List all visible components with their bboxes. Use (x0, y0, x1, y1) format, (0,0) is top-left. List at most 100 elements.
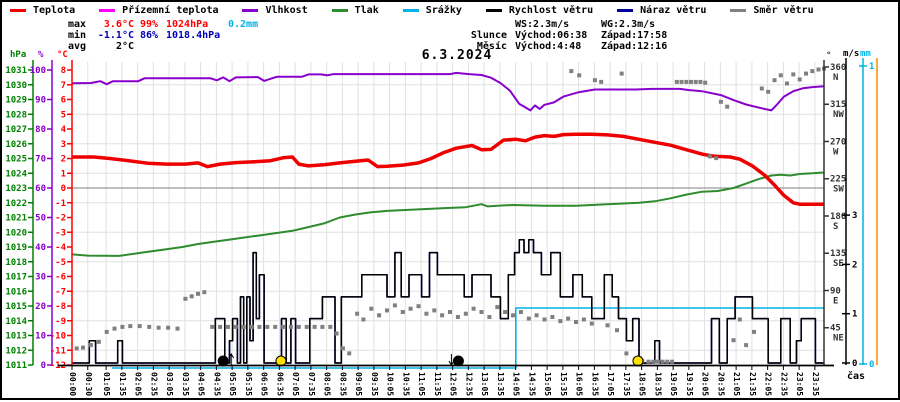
temperature-tick-label: 2 (61, 155, 66, 165)
time-tick-label: 00:00 (68, 372, 77, 396)
legend-item-7: Náraz větru (617, 5, 706, 16)
wind-direction-dot (385, 308, 389, 313)
time-tick-label: 04:35 (212, 372, 221, 396)
direction-tick-label: 135 (830, 249, 846, 259)
time-tick-label: 14:35 (527, 372, 536, 396)
moonrise-time: Východ:4:48 (515, 41, 582, 52)
stats-max-label: max (68, 19, 87, 30)
humidity-tick-label: 60 (35, 184, 46, 194)
wind-direction-dot (569, 69, 574, 74)
wind-speed-axis-header: m/s (843, 49, 859, 59)
wind-direction-dot (495, 305, 500, 310)
wind-direction-dot (196, 291, 200, 296)
wind-direction-dot (646, 359, 651, 364)
stats-rain-total: 0.2mm (228, 19, 259, 30)
wind-direction-dot (785, 81, 789, 86)
time-axis-title: čas (847, 370, 865, 382)
wind-direction-dot (707, 154, 712, 159)
wind-direction-dot (281, 324, 286, 329)
time-tick-label: 19:05 (669, 372, 678, 396)
wind-direction-dot (296, 324, 301, 329)
wind-gust-stat: WG:2.3m/s (601, 19, 656, 30)
pressure-tick-label: 1018 (5, 258, 27, 268)
humidity-tick-label: 80 (35, 125, 46, 135)
legend-label: Náraz větru (640, 5, 707, 16)
pressure-tick-label: 1026 (5, 140, 27, 150)
wind-direction-dot (674, 79, 679, 84)
legend-item-5: Srážky (402, 5, 462, 16)
chart-title: 6.3.2024 (421, 48, 493, 63)
pressure-tick-label: 1028 (5, 110, 27, 120)
wind-direction-dot (577, 73, 582, 78)
wind-direction-dot (778, 73, 783, 78)
wind-direction-dot (689, 79, 693, 84)
legend-swatch (331, 9, 348, 12)
wind-direction-dot (249, 324, 254, 329)
wind-direction-dot (448, 310, 452, 314)
wind-direction-dot (273, 324, 278, 329)
time-tick-label: 23:05 (795, 372, 804, 396)
rain-cumulative-line (112, 307, 824, 369)
pressure-tick-label: 1013 (5, 332, 27, 342)
wind-direction-dot (679, 79, 684, 84)
moonrise-arrow-up-icon (228, 353, 235, 366)
temperature-tick-label: -2 (55, 214, 66, 224)
humidity-tick-label: 50 (35, 214, 46, 224)
time-tick-label: 11:35 (433, 372, 442, 396)
wind-direction-dot (660, 359, 665, 364)
wind-direction-dot (718, 99, 723, 104)
humidity-tick-label: 40 (35, 243, 46, 253)
direction-tick-label: 315 (830, 100, 846, 110)
wind-direction-dot (772, 78, 777, 83)
direction-tick-label: 180 (830, 212, 846, 222)
stats-row-avg: avg 2°C (68, 41, 272, 52)
humidity-tick-label: 90 (35, 96, 46, 106)
time-tick-label: 09:05 (354, 372, 363, 396)
time-tick-label: 13:05 (480, 372, 489, 396)
humidity-tick-label: 30 (35, 273, 46, 283)
time-tick-label: 11:05 (417, 372, 426, 396)
wind-direction-dot (589, 321, 594, 326)
stats-summary: max 3.6°C 99% 1024hPa 0.2mm min -1.1°C 8… (68, 19, 272, 52)
wind-direction-dot (615, 328, 619, 333)
wind-direction-dot (725, 104, 730, 109)
direction-tick-label: 90 (830, 286, 841, 296)
wind-direction-dot (542, 317, 547, 322)
time-tick-label: 06:35 (275, 372, 284, 396)
temperature-tick-label: -4 (55, 243, 66, 253)
wind-direction-dot (88, 343, 93, 348)
wind-direction-dot (166, 325, 171, 330)
legend-swatch (242, 9, 259, 12)
wind-direction-dot (328, 324, 333, 329)
wind-direction-dot (183, 296, 188, 301)
wind-direction-dot (347, 351, 352, 356)
wind-direction-dot (175, 326, 180, 331)
wind-direction-dot (369, 306, 374, 311)
wind-direction-dot (218, 324, 223, 329)
wind-direction-dot (624, 351, 629, 356)
temperature-tick-label: -1 (55, 199, 66, 209)
wind-direction-dot (81, 345, 85, 350)
time-tick-label: 07:35 (307, 372, 316, 396)
wind-direction-dot (766, 89, 771, 94)
wind-direction-dot (816, 67, 821, 72)
stats-min-label: min (68, 30, 87, 41)
direction-cardinal-label: SE (833, 259, 844, 269)
wind-direction-dot (511, 313, 515, 318)
direction-cardinal-label: N (833, 73, 838, 83)
pressure-axis-header: hPa (10, 50, 26, 60)
legend-label: Vlhkost (265, 5, 308, 16)
pressure-tick-label: 1019 (5, 243, 27, 253)
time-tick-label: 04:05 (197, 372, 206, 396)
wind-speed-tick-label: 1 (852, 310, 857, 320)
wind-direction-dot (432, 308, 437, 313)
direction-cardinal-label: NW (833, 110, 844, 120)
wind-direction-dot (424, 311, 429, 316)
time-tick-label: 16:05 (575, 372, 584, 396)
time-tick-label: 15:05 (543, 372, 552, 396)
wind-direction-dot (693, 79, 698, 84)
legend-item-8: Směr větru (730, 5, 814, 16)
temperature-tick-label: 5 (61, 110, 66, 120)
